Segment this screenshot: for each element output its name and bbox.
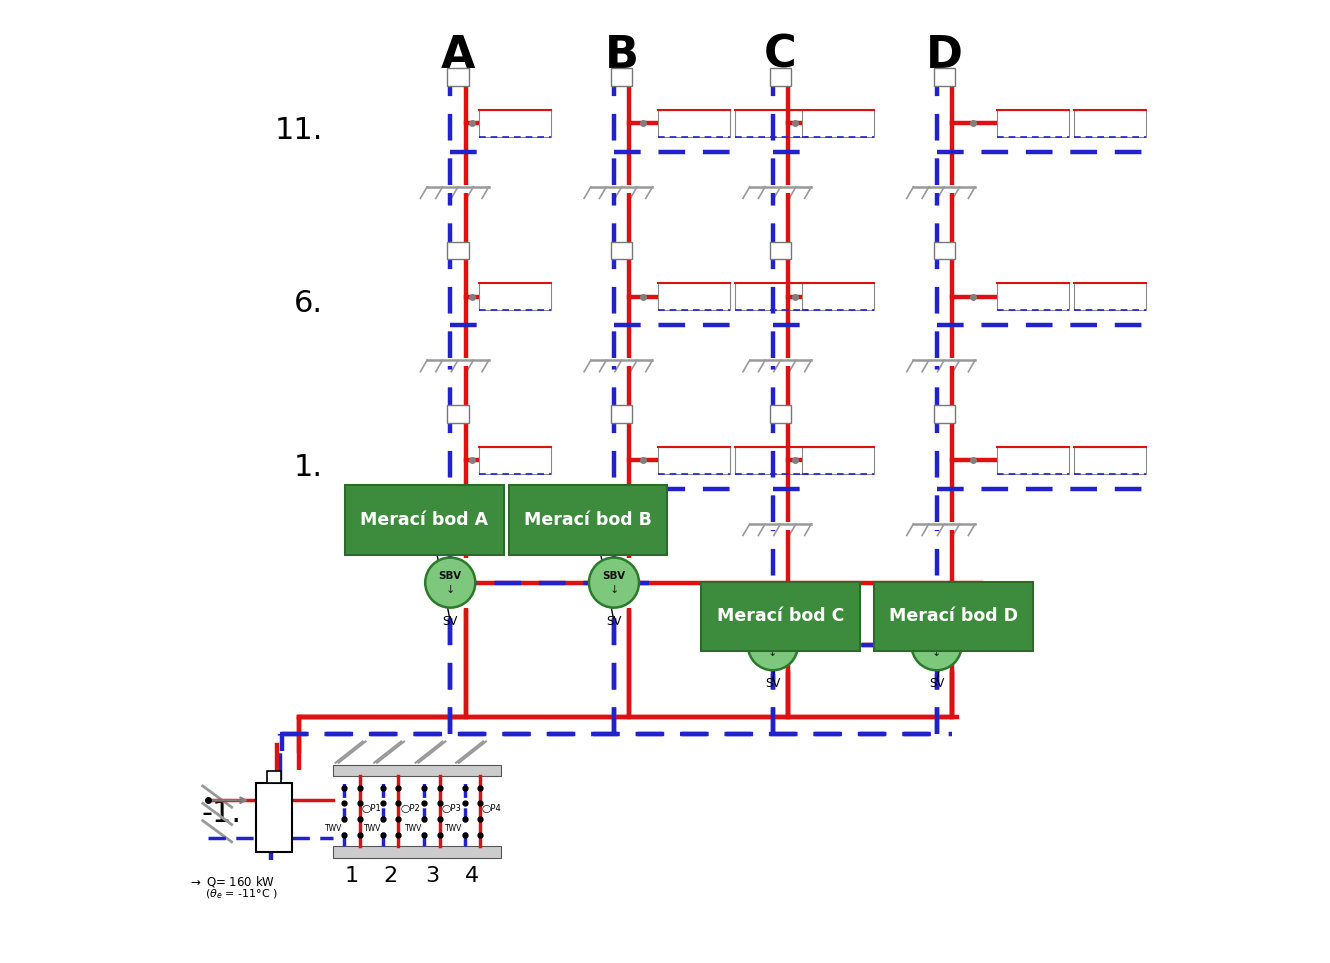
FancyBboxPatch shape bbox=[1150, 110, 1222, 137]
FancyBboxPatch shape bbox=[332, 765, 501, 776]
FancyBboxPatch shape bbox=[255, 783, 293, 852]
FancyBboxPatch shape bbox=[1073, 283, 1145, 310]
FancyBboxPatch shape bbox=[1073, 110, 1145, 137]
Text: 6.: 6. bbox=[294, 289, 323, 318]
Text: ↓: ↓ bbox=[609, 586, 618, 595]
FancyBboxPatch shape bbox=[479, 110, 551, 137]
Text: -1.: -1. bbox=[201, 799, 241, 828]
FancyBboxPatch shape bbox=[479, 283, 551, 310]
FancyBboxPatch shape bbox=[996, 110, 1069, 137]
FancyBboxPatch shape bbox=[802, 447, 874, 474]
Text: 4: 4 bbox=[465, 867, 479, 886]
FancyBboxPatch shape bbox=[996, 447, 1069, 474]
FancyBboxPatch shape bbox=[735, 110, 807, 137]
Text: SBV: SBV bbox=[602, 571, 625, 581]
Text: ◯P4: ◯P4 bbox=[481, 804, 501, 814]
FancyBboxPatch shape bbox=[934, 68, 955, 86]
FancyBboxPatch shape bbox=[735, 283, 807, 310]
Text: SV: SV bbox=[606, 614, 621, 628]
FancyBboxPatch shape bbox=[447, 405, 468, 423]
FancyBboxPatch shape bbox=[508, 485, 668, 555]
Text: ($\theta_e$ = -11°C ): ($\theta_e$ = -11°C ) bbox=[205, 888, 278, 901]
Text: 2: 2 bbox=[383, 867, 398, 886]
Text: TWV: TWV bbox=[404, 823, 423, 833]
Circle shape bbox=[426, 558, 475, 608]
Circle shape bbox=[911, 620, 962, 670]
Text: Merací bod C: Merací bod C bbox=[717, 608, 845, 625]
Text: C: C bbox=[765, 34, 797, 77]
Text: ↓: ↓ bbox=[446, 586, 455, 595]
Text: SV: SV bbox=[928, 677, 944, 690]
Text: SBV: SBV bbox=[924, 634, 948, 643]
FancyBboxPatch shape bbox=[735, 447, 807, 474]
FancyBboxPatch shape bbox=[770, 68, 791, 86]
FancyBboxPatch shape bbox=[267, 771, 281, 783]
Text: SV: SV bbox=[443, 614, 458, 628]
FancyBboxPatch shape bbox=[701, 582, 861, 651]
Text: ↓: ↓ bbox=[769, 648, 778, 658]
Text: Merací bod A: Merací bod A bbox=[360, 511, 488, 529]
Text: TWV: TWV bbox=[446, 823, 463, 833]
Text: ◯P2: ◯P2 bbox=[400, 804, 420, 814]
Text: ◯P1: ◯P1 bbox=[362, 804, 382, 814]
Text: $\rightarrow$ Q= 160 kW: $\rightarrow$ Q= 160 kW bbox=[189, 873, 275, 889]
Text: SV: SV bbox=[765, 677, 781, 690]
FancyBboxPatch shape bbox=[1073, 447, 1145, 474]
Text: Merací bod B: Merací bod B bbox=[524, 511, 652, 529]
FancyBboxPatch shape bbox=[447, 68, 468, 86]
Text: 1: 1 bbox=[344, 867, 359, 886]
FancyBboxPatch shape bbox=[934, 405, 955, 423]
Text: 11.: 11. bbox=[275, 116, 323, 144]
FancyBboxPatch shape bbox=[447, 242, 468, 259]
FancyBboxPatch shape bbox=[344, 485, 504, 555]
FancyBboxPatch shape bbox=[802, 110, 874, 137]
Text: ◯P3: ◯P3 bbox=[442, 804, 462, 814]
Text: SBV: SBV bbox=[761, 634, 785, 643]
Text: TWV: TWV bbox=[325, 823, 342, 833]
FancyBboxPatch shape bbox=[610, 405, 632, 423]
FancyBboxPatch shape bbox=[770, 242, 791, 259]
FancyBboxPatch shape bbox=[802, 283, 874, 310]
Circle shape bbox=[589, 558, 638, 608]
FancyBboxPatch shape bbox=[1150, 283, 1222, 310]
FancyBboxPatch shape bbox=[610, 68, 632, 86]
Text: D: D bbox=[926, 34, 963, 77]
Circle shape bbox=[747, 620, 798, 670]
FancyBboxPatch shape bbox=[658, 447, 730, 474]
Text: TWV: TWV bbox=[363, 823, 380, 833]
Text: SBV: SBV bbox=[439, 571, 462, 581]
FancyBboxPatch shape bbox=[934, 242, 955, 259]
Text: ↓: ↓ bbox=[932, 648, 942, 658]
Text: 3: 3 bbox=[424, 867, 439, 886]
FancyBboxPatch shape bbox=[658, 110, 730, 137]
Text: Merací bod D: Merací bod D bbox=[890, 608, 1019, 625]
Text: B: B bbox=[605, 34, 638, 77]
FancyBboxPatch shape bbox=[479, 447, 551, 474]
FancyBboxPatch shape bbox=[332, 846, 501, 858]
FancyBboxPatch shape bbox=[658, 283, 730, 310]
FancyBboxPatch shape bbox=[874, 582, 1033, 651]
Text: A: A bbox=[440, 34, 475, 77]
FancyBboxPatch shape bbox=[1150, 447, 1222, 474]
Text: 1.: 1. bbox=[294, 453, 323, 482]
FancyBboxPatch shape bbox=[996, 283, 1069, 310]
FancyBboxPatch shape bbox=[770, 405, 791, 423]
FancyBboxPatch shape bbox=[610, 242, 632, 259]
